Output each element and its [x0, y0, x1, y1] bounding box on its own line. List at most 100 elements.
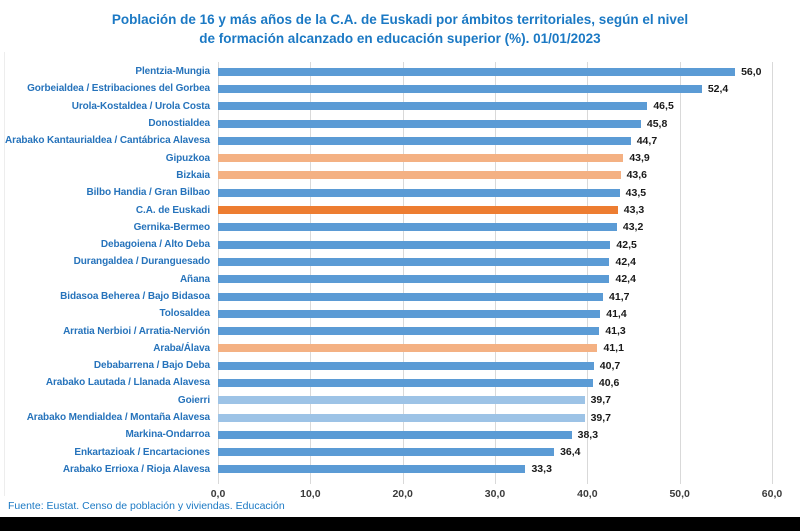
chart-row: Donostialdea 45,8: [0, 115, 772, 132]
bar-track: 43,6: [218, 167, 772, 184]
chart-row: Añana 42,4: [0, 271, 772, 288]
bar: [218, 84, 702, 93]
category-label: Enkartazioak / Encartaciones: [74, 446, 210, 458]
x-axis: 0,0 10,0 20,0 30,0 40,0 50,0 60,0: [211, 488, 783, 502]
value-label: 41,3: [605, 325, 626, 338]
bar: [218, 361, 594, 370]
gridline: [218, 62, 219, 484]
bar: [218, 413, 585, 422]
chart-title-line1: Población de 16 y más años de la C.A. de…: [111, 12, 689, 27]
value-label: 42,4: [615, 255, 636, 268]
value-label: 43,3: [623, 204, 645, 217]
chart-row: Markina-Ondarroa 38,3: [0, 426, 772, 443]
bar: [218, 223, 617, 232]
bar: [218, 154, 624, 163]
category-label: Bizkaia: [176, 169, 210, 181]
category-label: Debabarrena / Bajo Deba: [93, 360, 210, 372]
bar: [218, 448, 555, 457]
gridline: [310, 62, 312, 484]
value-label: 33,3: [531, 463, 552, 476]
value-label: 45,8: [646, 117, 668, 130]
bottom-black-strip: [0, 517, 800, 531]
value-label: 41,1: [603, 342, 624, 355]
plot-area: [218, 62, 773, 484]
value-label: 40,6: [598, 376, 620, 389]
bar: [218, 119, 641, 128]
gridline: [772, 62, 773, 484]
chart-row: Arabako Errioxa / Rioja Alavesa 33,3: [0, 461, 772, 478]
x-axis-tick: 10,0: [300, 488, 321, 500]
value-label: 56,0: [741, 65, 762, 78]
x-axis-tick: 40,0: [577, 488, 598, 500]
chart-title-line2: de formación alcanzado en educación supe…: [199, 31, 601, 46]
gridline: [495, 62, 496, 484]
value-label: 39,7: [590, 394, 611, 407]
bar-track: 41,4: [218, 305, 772, 322]
category-label: C.A. de Euskadi: [135, 204, 210, 216]
value-label: 39,7: [590, 411, 611, 424]
value-label: 43,5: [625, 186, 647, 199]
x-axis-tick: 20,0: [392, 488, 413, 500]
category-label: Durangaldea / Duranguesado: [73, 256, 210, 268]
bar: [218, 430, 572, 439]
bar: [218, 240, 611, 249]
bar-track: 44,7: [218, 132, 772, 149]
bar-track: 36,4: [218, 444, 772, 461]
bar-track: 42,5: [218, 236, 772, 253]
gridline: [402, 62, 404, 484]
value-label: 42,5: [616, 238, 637, 251]
bar-track: 43,3: [218, 201, 772, 218]
category-label: Araba/Álava: [153, 342, 210, 354]
gridline: [587, 62, 589, 484]
bar-track: 41,3: [218, 322, 772, 339]
category-label: Urola-Kostaldea / Urola Costa: [71, 100, 210, 112]
bar: [218, 171, 621, 180]
bar-track: 39,7: [218, 409, 772, 426]
bar-track: 56,0: [218, 63, 772, 80]
chart-row: Gernika-Bermeo 43,2: [0, 219, 772, 236]
bar-track: 43,5: [218, 184, 772, 201]
bar: [218, 378, 593, 387]
chart-row: Tolosaldea 41,4: [0, 305, 772, 322]
bar: [218, 257, 610, 266]
chart-row: Plentzia-Mungia 56,0: [0, 63, 772, 80]
chart-row: Arratia Nerbioi / Arratia-Nervión 41,3: [0, 322, 772, 339]
category-label: Arabako Mendialdea / Montaña Alavesa: [26, 412, 210, 424]
bar-track: 40,6: [218, 374, 772, 391]
chart-title: Población de 16 y más años de la C.A. de…: [0, 10, 800, 48]
value-label: 36,4: [560, 446, 581, 459]
chart-row: Arabako Kantaurialdea / Cantábrica Alave…: [0, 132, 772, 149]
x-axis-tick: 0,0: [210, 488, 226, 500]
value-label: 44,7: [636, 134, 658, 147]
bar: [218, 136, 631, 145]
bar-track: 41,1: [218, 340, 772, 357]
bar-track: 45,8: [218, 115, 772, 132]
chart-row: Debagoiena / Alto Deba 42,5: [0, 236, 772, 253]
chart-row: Bidasoa Beherea / Bajo Bidasoa 41,7: [0, 288, 772, 305]
category-label: Donostialdea: [148, 118, 210, 130]
chart-row: Bizkaia 43,6: [0, 167, 772, 184]
bar: [218, 292, 604, 301]
category-label: Añana: [179, 273, 210, 285]
category-label: Plentzia-Mungia: [135, 66, 210, 78]
bar: [218, 188, 620, 197]
bar-track: 38,3: [218, 426, 772, 443]
bar-track: 42,4: [218, 271, 772, 288]
x-axis-tick: 60,0: [761, 488, 783, 500]
bar-track: 43,9: [218, 149, 772, 166]
bar-chart-rows: Plentzia-Mungia 56,0 Gorbeialdea / Estriba…: [0, 63, 772, 478]
bar: [218, 67, 736, 76]
category-label: Bidasoa Beherea / Bajo Bidasoa: [60, 291, 210, 302]
category-label: Gernika-Bermeo: [133, 221, 211, 233]
bar-track: 46,5: [218, 98, 772, 115]
chart-row: Urola-Kostaldea / Urola Costa 46,5: [0, 98, 772, 115]
category-label: Markina-Ondarroa: [125, 429, 210, 441]
chart-row: Araba/Álava 41,1: [0, 340, 772, 357]
value-label: 43,6: [626, 169, 647, 182]
category-label: Bilbo Handia / Gran Bilbao: [86, 187, 210, 199]
value-label: 46,5: [653, 100, 674, 113]
category-label: Arabako Errioxa / Rioja Alavesa: [62, 463, 210, 475]
x-axis-tick: 50,0: [669, 488, 690, 500]
chart-row: Gorbeialdea / Estribaciones del Gorbea 52…: [0, 80, 772, 97]
bar: [218, 206, 618, 215]
